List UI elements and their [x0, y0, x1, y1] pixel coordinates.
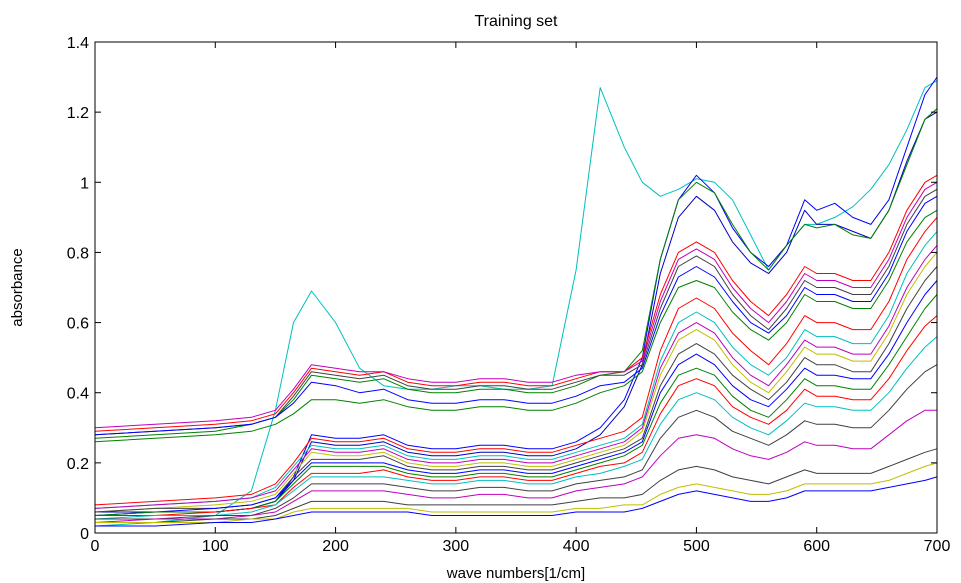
spectrum-line-17: [95, 315, 938, 516]
spectrum-line-11: [94, 231, 938, 509]
plot-lines: [94, 76, 938, 527]
x-tick-label: 100: [202, 538, 229, 555]
plot-frame: [94, 41, 938, 534]
x-tick-label: 200: [322, 538, 349, 555]
y-tick-label: 0.8: [67, 245, 89, 262]
spectrum-line-12: [94, 245, 938, 509]
spectrum-line-15: [94, 280, 938, 516]
spectrum-line-3: [95, 111, 938, 513]
y-tick-label: 0.6: [67, 316, 89, 333]
x-axis: 0 100 200 300 400 500 600 700: [91, 42, 951, 555]
y-tick-label: 1: [80, 175, 89, 192]
x-tick-label: 500: [683, 538, 710, 555]
y-tick-label: 1.2: [67, 105, 89, 122]
spectrum-line-21: [95, 448, 938, 523]
spectrum-line-2: [95, 76, 938, 513]
y-tick-label: 0.4: [67, 386, 89, 403]
spectrum-line-20: [94, 409, 937, 523]
spectrum-line-14: [94, 266, 938, 513]
spectrum-line-9: [94, 195, 938, 436]
spectrum-line-7: [94, 188, 938, 436]
spectrum-line-22: [95, 462, 938, 523]
y-tick-label: 1.4: [67, 35, 89, 52]
y-tick-label: 0: [80, 526, 89, 543]
spectrum-line-18: [94, 336, 938, 520]
spectrum-line-13: [94, 252, 938, 513]
spectrum-line-16: [94, 294, 938, 516]
y-tick-label: 0.2: [67, 456, 89, 473]
y-axis-label: absorbance: [9, 248, 26, 326]
spectrum-line-10: [94, 217, 938, 506]
x-tick-label: 300: [443, 538, 470, 555]
spectrum-line-19: [95, 364, 938, 520]
x-axis-label: wave numbers[1/cm]: [446, 565, 585, 582]
spectrum-line-8: [94, 209, 938, 443]
spectrum-line-23: [95, 476, 938, 527]
spectrum-line-6: [94, 181, 938, 429]
x-tick-label: 0: [91, 538, 100, 555]
spectrum-line-1: [94, 80, 938, 527]
x-tick-label: 400: [563, 538, 590, 555]
x-tick-label: 600: [803, 538, 830, 555]
spectrum-line-4: [94, 108, 938, 439]
y-axis: 0 0.2 0.4 0.6 0.8 1 1.2 1.4: [67, 35, 937, 543]
chart-title: Training set: [475, 13, 559, 30]
x-tick-label: 700: [924, 538, 951, 555]
